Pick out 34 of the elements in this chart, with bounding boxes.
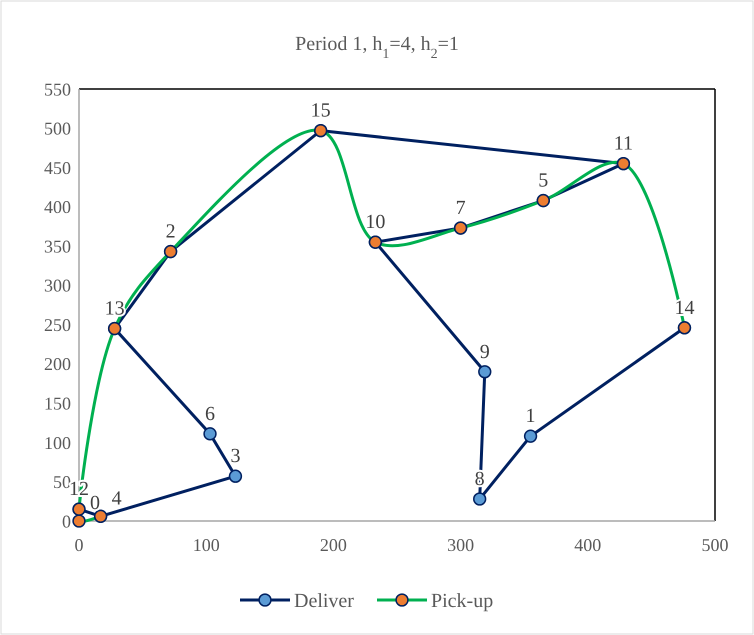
- y-tick-label: 250: [44, 314, 71, 335]
- y-tick-label: 100: [44, 432, 71, 453]
- legend-label: Pick-up: [431, 590, 494, 612]
- x-tick-label: 200: [320, 535, 347, 555]
- annotation: 10: [365, 211, 386, 234]
- annotation: 5: [538, 170, 548, 192]
- annotation: 1: [526, 405, 536, 428]
- y-tick-label: 200: [44, 354, 71, 374]
- annotation: 3: [230, 445, 240, 468]
- annotation: 0: [90, 492, 100, 514]
- x-tick-label: 0: [74, 535, 84, 555]
- x-tick-label: 100: [192, 535, 220, 555]
- y-tick-label: 400: [44, 197, 71, 218]
- annotation: 2: [166, 220, 176, 243]
- chart-title: Period 1, h$_{1}$=4, h$_{2}$=1: [295, 33, 459, 62]
- y-tick-label: 450: [44, 158, 71, 178]
- legend-label: Deliver: [294, 590, 354, 612]
- annotation: 7: [456, 197, 466, 220]
- y-tick-label: 550: [44, 79, 71, 100]
- annotation: 6: [205, 402, 216, 425]
- y-tick-label: 150: [44, 393, 71, 414]
- y-tick-label: 500: [44, 118, 71, 139]
- y-tick-label: 0: [62, 511, 71, 532]
- y-tick-label: 50: [53, 472, 71, 492]
- y-tick-label: 350: [44, 236, 71, 256]
- x-tick-label: 500: [702, 535, 728, 555]
- annotation: 15: [310, 100, 331, 122]
- x-tick-label: 400: [574, 535, 602, 555]
- annotation: 11: [614, 132, 634, 155]
- y-tick-label: 300: [44, 276, 71, 296]
- x-tick-label: 300: [447, 535, 474, 555]
- annotation: 13: [104, 298, 125, 320]
- annotation: 4: [112, 487, 122, 510]
- annotation: 9: [480, 340, 490, 363]
